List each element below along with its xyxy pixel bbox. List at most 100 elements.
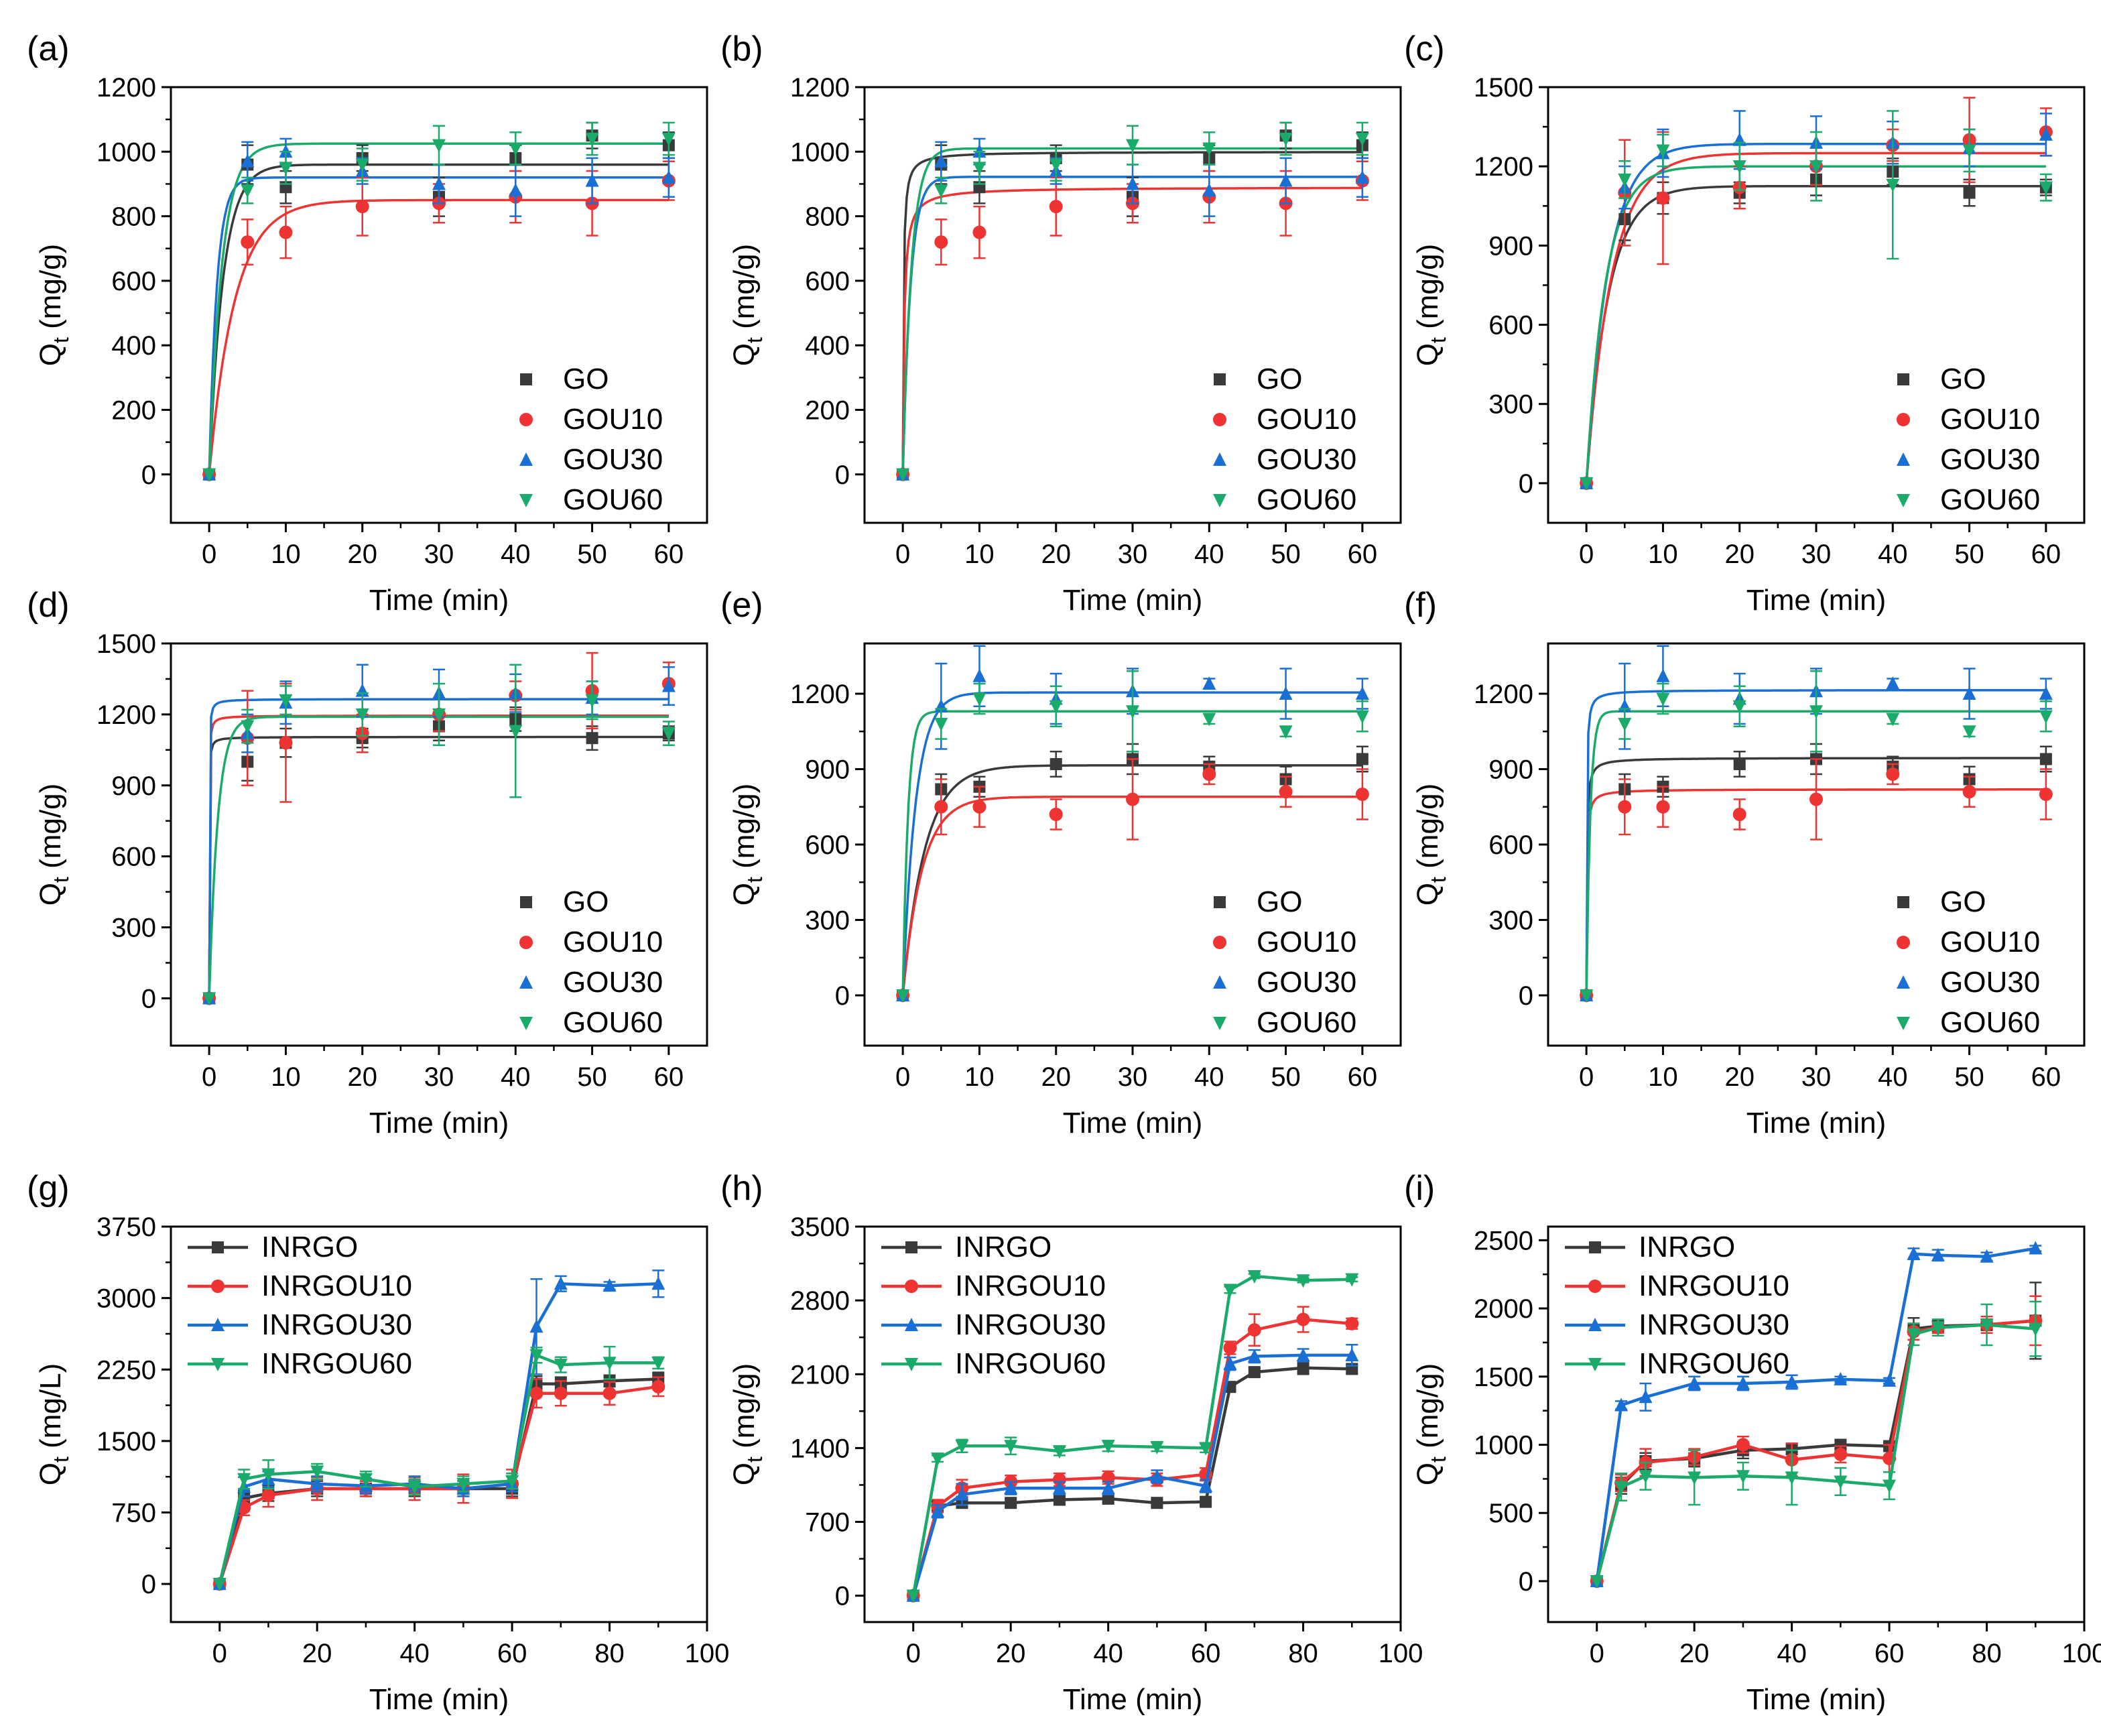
- data-point-gou30: [934, 153, 948, 168]
- x-axis-label: Time (min): [1063, 1683, 1203, 1716]
- data-point-gou10: [1886, 767, 1900, 781]
- data-point-inrgo: [1005, 1497, 1017, 1509]
- x-tick-label: 0: [1579, 1062, 1594, 1092]
- x-tick-label: 20: [302, 1639, 332, 1668]
- legend-label: INRGO: [261, 1231, 358, 1263]
- panel-label: (b): [720, 29, 763, 68]
- data-point-inrgou60: [1688, 1471, 1702, 1485]
- x-tick-label: 0: [895, 540, 910, 569]
- legend-marker: [1214, 373, 1226, 385]
- y-axis-label-unit: (mg/g): [728, 784, 761, 877]
- data-point-gou60: [1049, 158, 1063, 172]
- data-point-inrgo: [1151, 1497, 1163, 1509]
- plot-frame: [170, 1225, 708, 1623]
- x-tick-label: 60: [1874, 1639, 1905, 1668]
- data-point-inrgou60: [1052, 1445, 1066, 1459]
- panel-h: (h) 0 20 40 60 80 100 0 700 1400 2100 2800 3500 Time …: [720, 1169, 1423, 1716]
- data-point-inrgou30: [1980, 1249, 1994, 1263]
- y-tick-label: 400: [805, 331, 850, 361]
- y-tick-label: 600: [1488, 830, 1533, 860]
- data-point-inrgou60: [1785, 1471, 1799, 1485]
- y-tick-label: 600: [805, 830, 850, 860]
- y-axis-label: Qt (mg/g): [728, 244, 767, 366]
- data-point-inrgou10: [1834, 1447, 1848, 1461]
- data-point-gou30: [972, 668, 986, 682]
- legend-marker: [1213, 1017, 1226, 1030]
- legend-label: GO: [1257, 363, 1302, 395]
- plot-frame: [1547, 1225, 2086, 1623]
- x-tick-label: 0: [212, 1639, 227, 1668]
- data-point-inrgou30: [1223, 1356, 1237, 1370]
- data-point-gou10: [279, 736, 293, 750]
- plot-area: [896, 121, 1369, 482]
- y-axis-label: Qt (mg/g): [34, 244, 73, 366]
- data-point-inrgou30: [1101, 1481, 1115, 1495]
- plot-area: [202, 121, 676, 482]
- legend-marker: [1897, 494, 1910, 507]
- legend-label: INRGOU10: [1639, 1269, 1789, 1302]
- data-point-inrgou60: [955, 1440, 969, 1454]
- series-line-inrgou60: [911, 1274, 1352, 1597]
- data-point-gou30: [661, 678, 676, 692]
- data-point-inrgou10: [554, 1386, 568, 1400]
- y-axis-label-unit: (mg/g): [1411, 784, 1444, 877]
- data-point-gou10: [241, 235, 255, 249]
- x-axis-label: Time (min): [1746, 584, 1887, 617]
- legend-label: GOU10: [1940, 403, 2040, 436]
- panel-label: (c): [1404, 29, 1445, 68]
- y-tick-label: 1200: [790, 680, 850, 709]
- legend-label: INRGOU60: [261, 1347, 412, 1380]
- x-tick-label: 40: [399, 1639, 430, 1668]
- legend-label: GOU10: [1940, 926, 2040, 958]
- y-tick-label: 900: [805, 755, 850, 785]
- data-point-inrgou60: [1931, 1321, 1945, 1335]
- x-tick-label: 40: [501, 540, 531, 569]
- y-tick-label: 200: [805, 395, 850, 425]
- legend-marker: [519, 975, 533, 989]
- y-tick-label: 500: [1488, 1499, 1533, 1528]
- data-point-gou60: [1126, 705, 1139, 719]
- data-point-inrgou30: [651, 1276, 665, 1290]
- data-point-inrgou10: [602, 1386, 617, 1400]
- data-point-gou30: [241, 153, 255, 168]
- y-tick-label: 1400: [790, 1434, 850, 1463]
- y-axis-label-unit: (mg/g): [34, 784, 67, 877]
- y-tick-label: 0: [1519, 981, 1533, 1011]
- data-point-gou10: [1202, 767, 1216, 781]
- y-axis-label: Qt (mg/g): [34, 784, 73, 906]
- data-point-gou60: [432, 708, 446, 722]
- legend-marker: [1588, 1280, 1602, 1293]
- data-point-inrgou60: [1639, 1470, 1653, 1484]
- x-tick-label: 100: [2062, 1639, 2101, 1668]
- data-point-gou60: [972, 692, 986, 706]
- data-point-inrgo: [1200, 1495, 1212, 1508]
- data-point-inrgou60: [212, 1578, 227, 1592]
- legend-marker: [520, 896, 532, 908]
- legend-marker: [905, 1318, 918, 1331]
- data-point-inrgou30: [310, 1476, 324, 1490]
- data-point-inrgou60: [261, 1468, 275, 1482]
- legend-marker: [1213, 936, 1226, 949]
- x-tick-label: 60: [1191, 1639, 1221, 1668]
- data-point-inrgou30: [529, 1319, 544, 1333]
- y-axis-label-unit: (mg/g): [1411, 244, 1444, 337]
- data-point-gou10: [1279, 785, 1293, 799]
- fit-curve-go: [1585, 184, 2046, 484]
- y-tick-label: 1000: [790, 137, 850, 167]
- legend-marker: [519, 936, 533, 949]
- legend-marker: [519, 413, 533, 426]
- legend-marker: [1897, 1017, 1910, 1030]
- data-point-inrgou60: [651, 1357, 665, 1371]
- y-tick-label: 1500: [97, 629, 156, 659]
- data-point-inrgou60: [456, 1477, 470, 1491]
- x-tick-label: 50: [1271, 540, 1301, 569]
- y-tick-label: 0: [141, 460, 156, 490]
- y-axis-label-unit: (mg/g): [1411, 1363, 1444, 1456]
- data-point-gou60: [1962, 144, 1976, 158]
- legend-label: GOU30: [563, 966, 663, 999]
- data-point-inrgou60: [359, 1473, 373, 1487]
- data-point-inrgou60: [1004, 1440, 1018, 1454]
